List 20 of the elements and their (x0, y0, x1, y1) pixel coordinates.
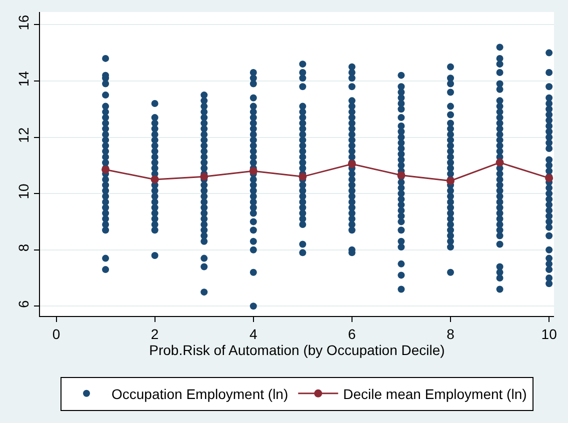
point (496, 158, 504, 167)
y-tick-label: 8 (15, 244, 32, 252)
point (200, 172, 208, 181)
y-tick-label: 14 (15, 70, 32, 87)
y-tick-label: 6 (15, 300, 32, 308)
y-tick-label: 16 (15, 14, 32, 30)
x-tick-label: 6 (348, 326, 356, 342)
point (249, 167, 258, 176)
legend-label: Decile mean Employment (ln) (343, 386, 527, 402)
x-tick-label: 0 (52, 326, 60, 342)
x-tick-label: 2 (150, 326, 159, 342)
x-tick-label: 10 (541, 326, 558, 342)
legend-label: Occupation Employment (ln) (112, 386, 288, 402)
x-tick-label: 4 (249, 326, 258, 342)
x-axis-title: Prob.Risk of Automation (by Occupation Decile) (149, 342, 445, 358)
point (298, 172, 307, 181)
point (150, 175, 159, 184)
y-tick-label: 12 (15, 127, 32, 143)
x-tick-label: 8 (446, 326, 455, 342)
y-tick-label: 10 (15, 183, 32, 200)
